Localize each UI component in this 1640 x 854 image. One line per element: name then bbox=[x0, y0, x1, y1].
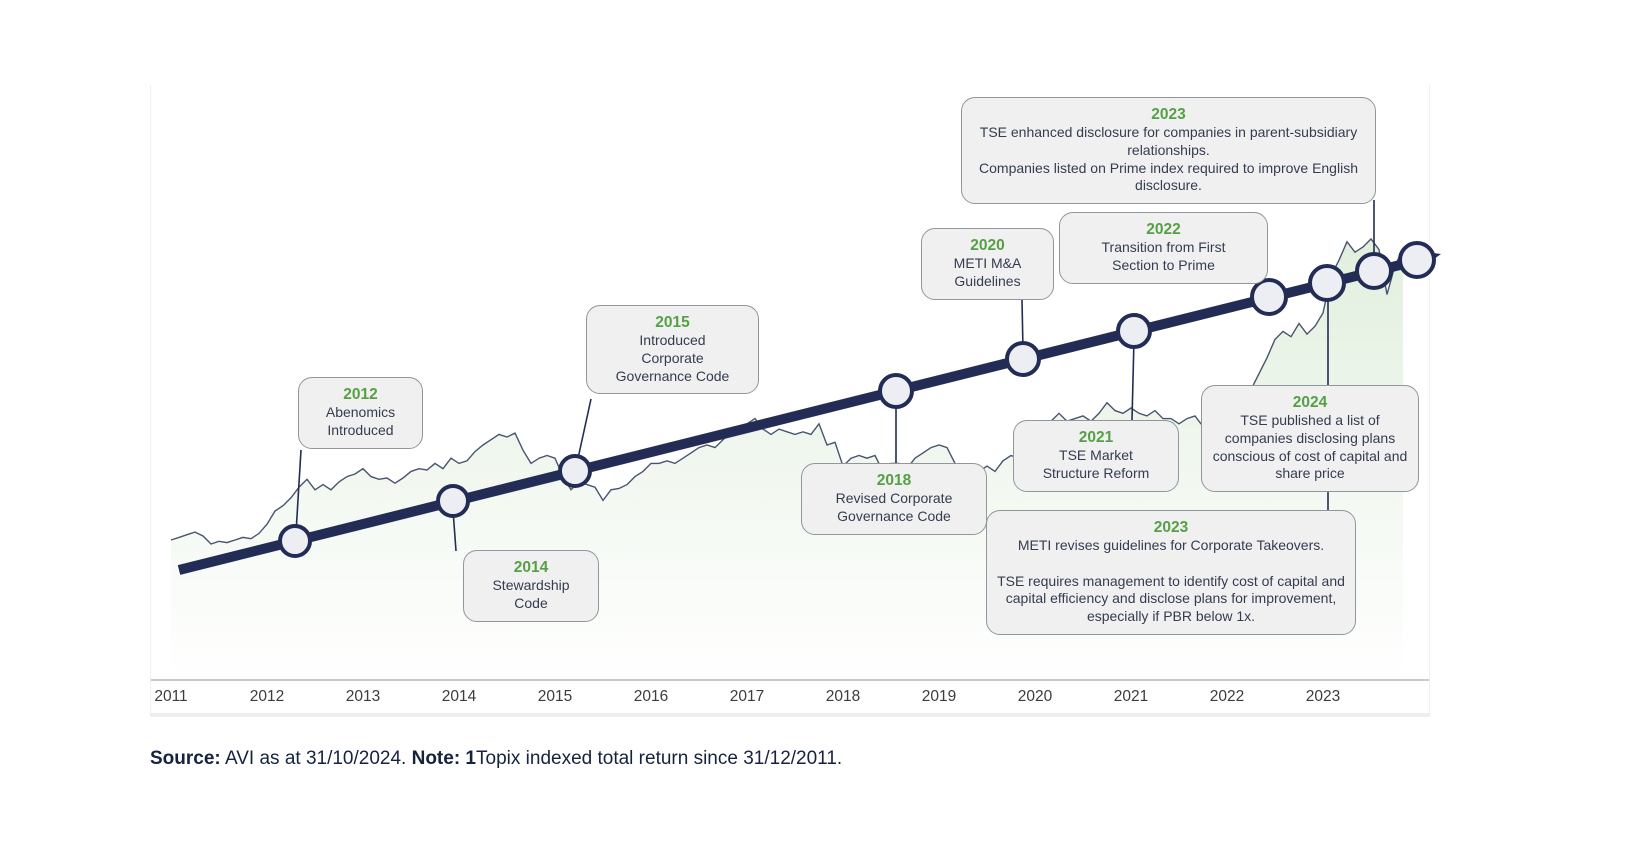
callout-2014: 2014 Stewardship Code bbox=[463, 550, 599, 622]
callout-year: 2012 bbox=[343, 386, 378, 403]
timeline-marker-2015 bbox=[558, 454, 592, 488]
trend-arrow-line bbox=[177, 256, 1418, 575]
timeline-marker-2024 bbox=[1398, 241, 1436, 279]
source-label: Source: bbox=[150, 748, 221, 769]
callout-year: 2020 bbox=[970, 237, 1005, 254]
callout-year: 2023 bbox=[1151, 106, 1186, 123]
timeline-markers bbox=[278, 241, 1436, 558]
callout-text: Transition from First Section to Prime bbox=[1101, 239, 1226, 273]
callout-text: TSE Market Structure Reform bbox=[1042, 447, 1150, 481]
callout-text: Stewardship Code bbox=[492, 577, 570, 611]
callout-2012: 2012 Abenomics Introduced bbox=[298, 377, 423, 449]
timeline-marker-2018 bbox=[878, 373, 914, 409]
callout-text: Revised Corporate Governance Code bbox=[835, 490, 953, 524]
callout-year: 2014 bbox=[513, 559, 549, 576]
callout-text: Abenomics Introduced bbox=[325, 404, 396, 438]
timeline-marker-2023b bbox=[1355, 252, 1393, 290]
x-tick-2011: 2011 bbox=[154, 688, 188, 705]
note-text: Topix indexed total return since 31/12/2… bbox=[476, 748, 843, 769]
chart-panel: 2012 Abenomics Introduced 2014 Stewardsh… bbox=[150, 85, 1441, 717]
x-tick-2017: 2017 bbox=[729, 688, 765, 705]
callout-year: 2015 bbox=[655, 314, 690, 331]
callout-year: 2021 bbox=[1078, 429, 1114, 446]
callout-text: METI M&A Guidelines bbox=[953, 255, 1022, 289]
timeline-marker-2020 bbox=[1005, 341, 1041, 377]
x-tick-2014: 2014 bbox=[441, 688, 477, 705]
callout-year: 2023 bbox=[1153, 519, 1189, 536]
callout-2015: 2015 Introduced Corporate Governance Cod… bbox=[586, 305, 759, 395]
callout-2018: 2018 Revised Corporate Governance Code bbox=[801, 463, 987, 535]
timeline-marker-2021 bbox=[1116, 313, 1152, 349]
topix-line bbox=[170, 237, 1404, 545]
timeline-marker-2022 bbox=[1250, 278, 1288, 316]
callout-2022: 2022 Transition from First Section to Pr… bbox=[1059, 212, 1268, 284]
x-tick-2012: 2012 bbox=[249, 688, 285, 705]
callout-2024: 2024 TSE published a list of companies d… bbox=[1201, 385, 1419, 493]
x-tick-2023: 2023 bbox=[1305, 688, 1341, 705]
callout-text: TSE published a list of companies disclo… bbox=[1212, 412, 1408, 482]
callout-2023-top: 2023 TSE enhanced disclosure for compani… bbox=[961, 97, 1376, 205]
callout-text: TSE enhanced disclosure for companies in… bbox=[979, 124, 1358, 194]
x-tick-2021: 2021 bbox=[1113, 688, 1149, 705]
x-tick-2015: 2015 bbox=[537, 688, 573, 705]
callout-text: METI revises guidelines for Corporate Ta… bbox=[997, 537, 1345, 625]
callout-text: Introduced Corporate Governance Code bbox=[615, 332, 730, 384]
x-tick-2016: 2016 bbox=[633, 688, 669, 705]
note-label: Note: 1 bbox=[411, 748, 477, 769]
callout-year: 2018 bbox=[876, 472, 912, 489]
callout-2023-bottom: 2023 METI revises guidelines for Corpora… bbox=[986, 510, 1356, 635]
x-tick-2013: 2013 bbox=[345, 688, 381, 705]
x-tick-2020: 2020 bbox=[1017, 688, 1053, 705]
timeline-marker-2014 bbox=[436, 484, 470, 518]
source-note: Source: AVI as at 31/10/2024. Note: 1Top… bbox=[150, 748, 842, 770]
x-tick-2018: 2018 bbox=[825, 688, 861, 705]
callout-connector-2021 bbox=[1131, 338, 1135, 421]
source-text: AVI as at 31/10/2024. bbox=[220, 748, 412, 769]
x-tick-2022: 2022 bbox=[1209, 688, 1245, 705]
callout-2020: 2020 METI M&A Guidelines bbox=[921, 228, 1054, 300]
callout-year: 2022 bbox=[1146, 221, 1181, 238]
callout-year: 2024 bbox=[1292, 394, 1328, 411]
callout-2021: 2021 TSE Market Structure Reform bbox=[1013, 420, 1179, 492]
timeline-marker-2023a bbox=[1308, 264, 1346, 302]
timeline-marker-2012 bbox=[278, 524, 312, 558]
x-tick-2019: 2019 bbox=[921, 688, 957, 705]
callout-connector-2012 bbox=[295, 449, 302, 534]
callout-connector-2015 bbox=[576, 398, 592, 464]
